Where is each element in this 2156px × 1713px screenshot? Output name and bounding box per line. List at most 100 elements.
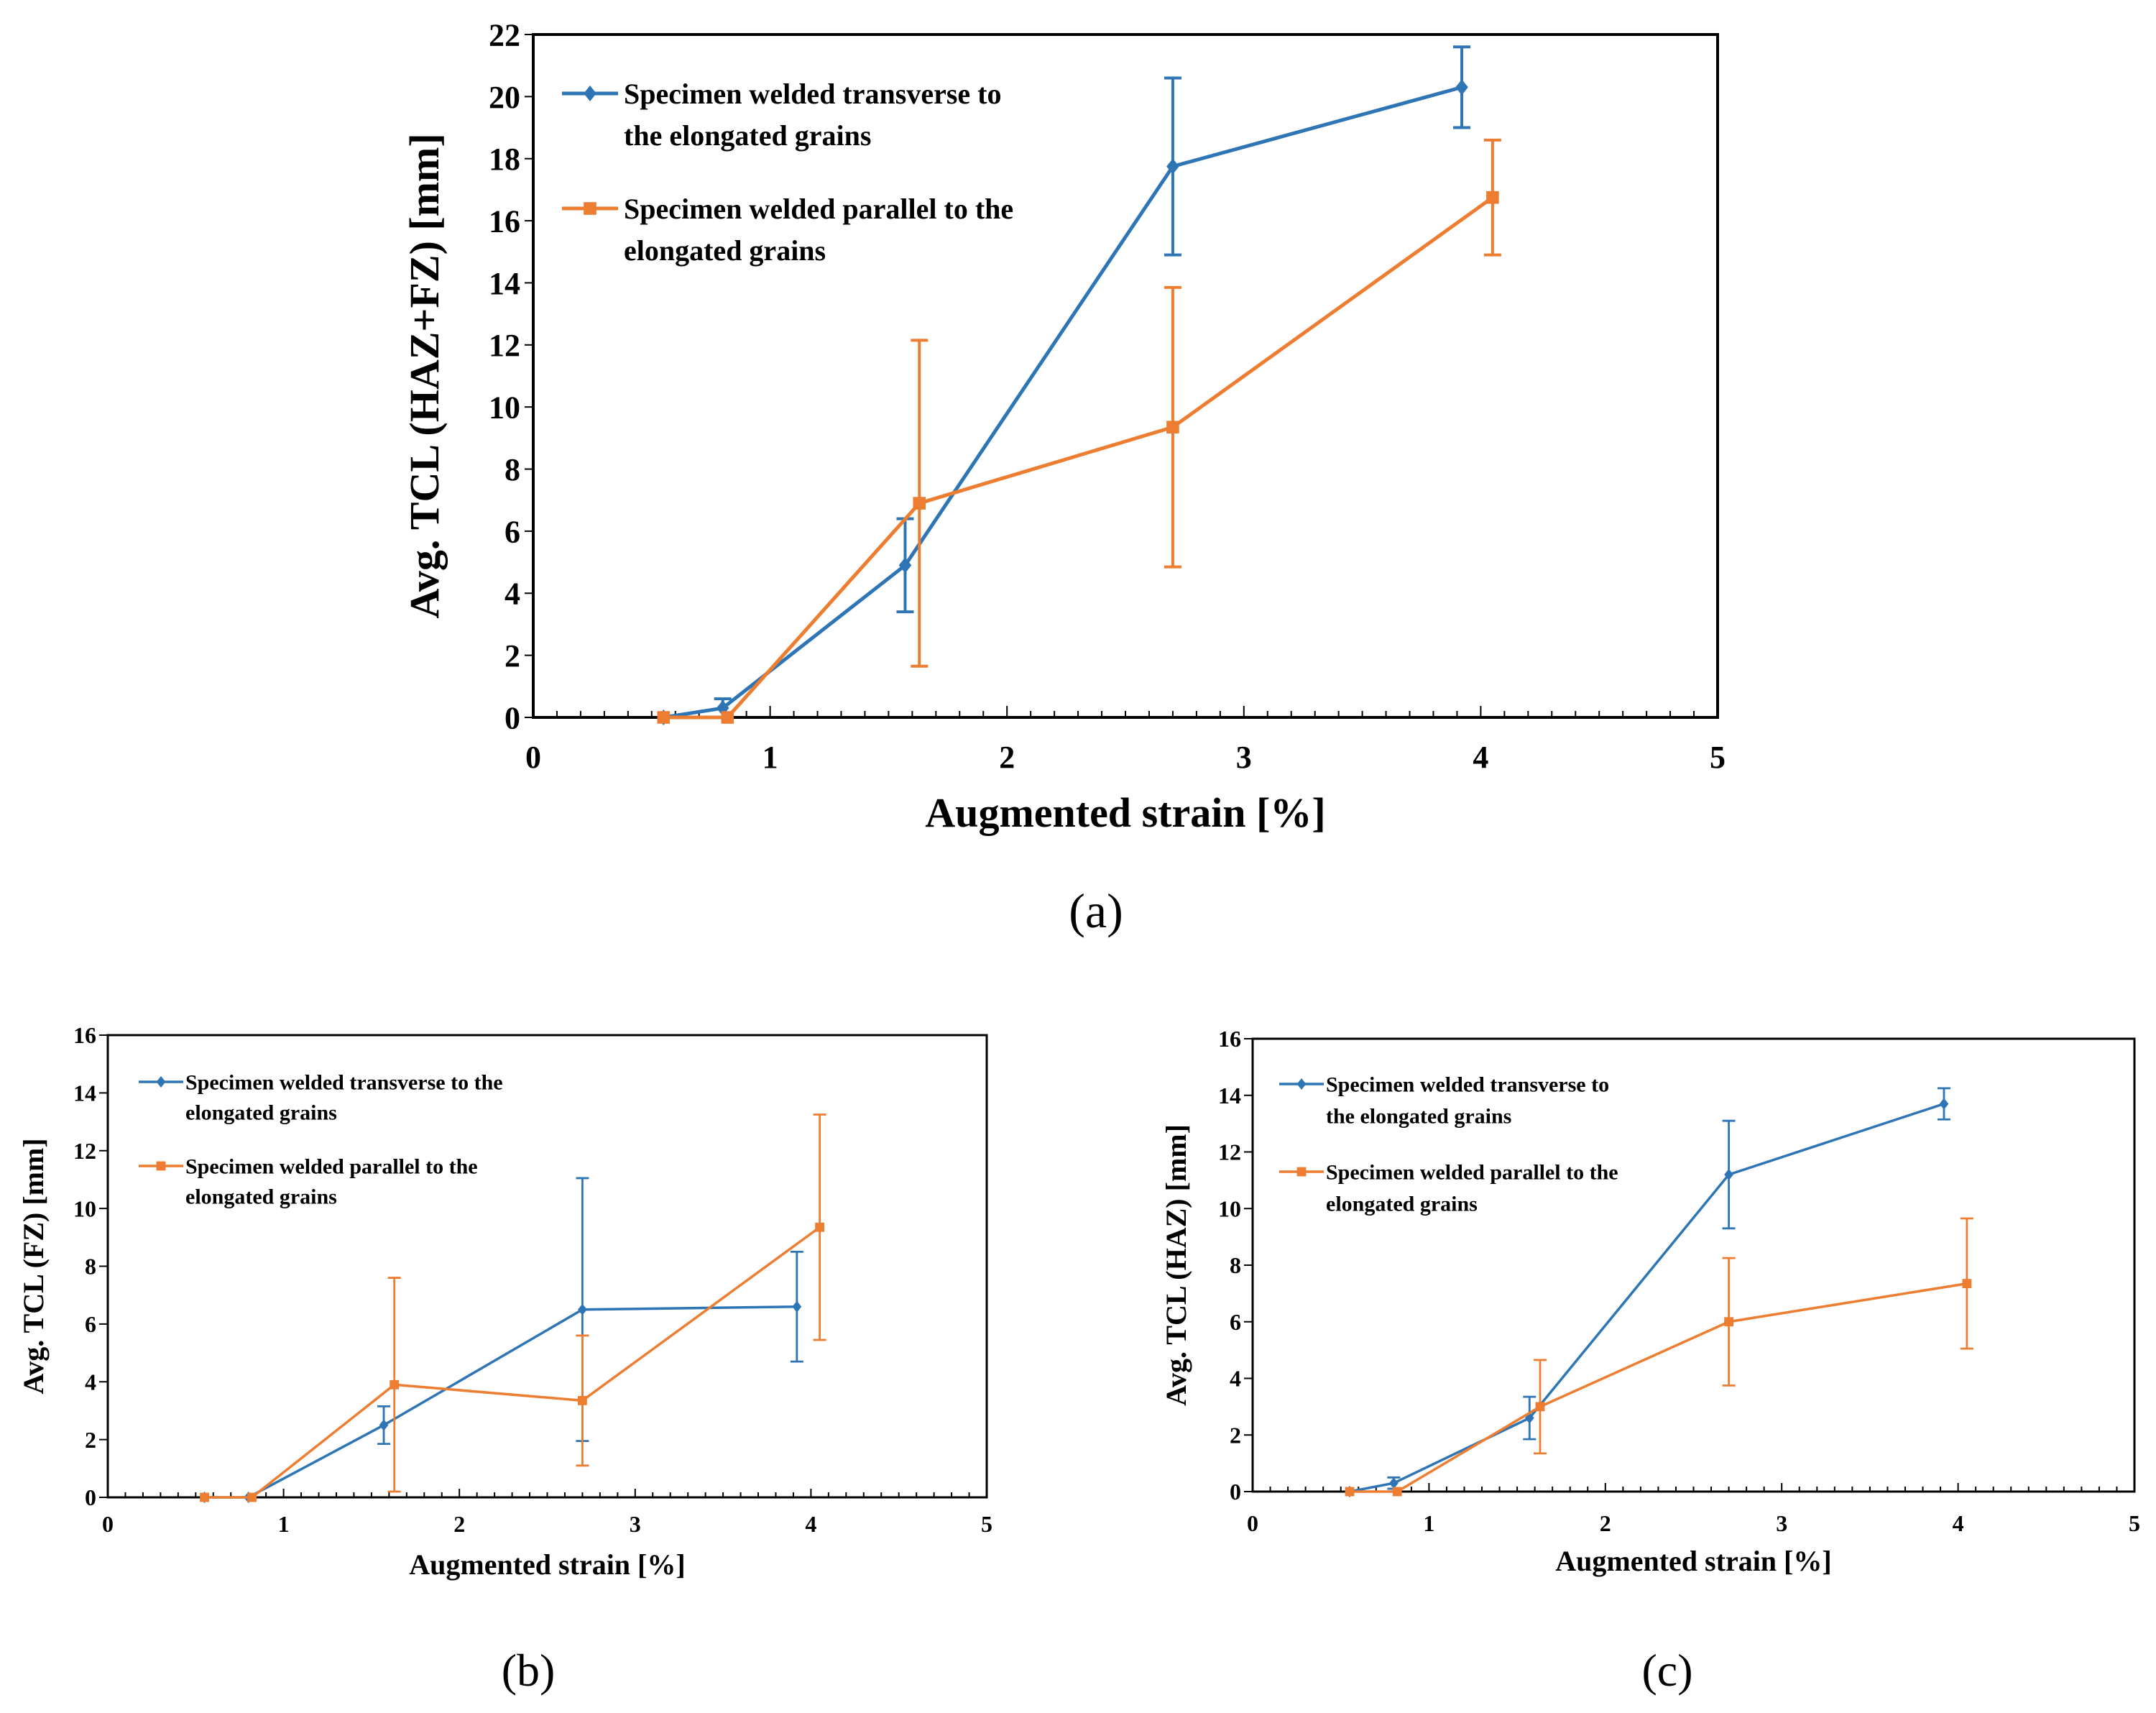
data-point	[913, 497, 926, 510]
y-tick-label: 6	[505, 514, 520, 549]
legend-label: Specimen welded transverse to	[1326, 1073, 1609, 1097]
y-tick-label: 12	[73, 1138, 96, 1164]
y-tick-label: 2	[85, 1427, 96, 1453]
legend-label: elongated grains	[185, 1101, 337, 1125]
legend-label: Specimen welded parallel to the	[1326, 1161, 1618, 1185]
legend-marker	[584, 202, 596, 215]
legend-label: Specimen welded transverse to	[624, 78, 1001, 110]
series-transverse	[200, 1177, 803, 1503]
x-tick-label: 1	[278, 1511, 290, 1537]
legend-label: Specimen welded parallel to the	[185, 1155, 478, 1179]
legend-label: elongated grains	[185, 1185, 337, 1209]
data-point	[1939, 1098, 1949, 1110]
panel-label: (b)	[502, 1645, 556, 1696]
y-axis-title: Avg. TCL (HAZ) [mm]	[1160, 1124, 1192, 1406]
data-point	[1535, 1402, 1545, 1412]
data-point	[200, 1492, 209, 1502]
y-tick-label: 0	[1230, 1479, 1241, 1505]
y-tick-label: 2	[1230, 1422, 1241, 1448]
x-tick-label: 4	[1473, 740, 1488, 775]
y-tick-label: 10	[73, 1195, 96, 1221]
legend-label: elongated grains	[1326, 1193, 1478, 1216]
legend-marker	[156, 1161, 166, 1171]
data-point	[1388, 1477, 1399, 1489]
x-tick-label: 2	[453, 1511, 465, 1537]
legend-entry-transverse: Specimen welded transverse to the elongat…	[139, 1071, 503, 1125]
y-tick-label: 14	[1218, 1083, 1241, 1108]
legend-entry-parallel: Specimen welded parallel to the elongated…	[562, 193, 1013, 267]
y-tick-label: 0	[505, 700, 520, 735]
y-tick-label: 20	[489, 80, 520, 115]
data-point	[657, 711, 671, 724]
data-point	[898, 557, 912, 574]
x-tick-label: 4	[1953, 1510, 1964, 1536]
x-tick-label: 5	[2129, 1510, 2140, 1536]
series-parallel	[200, 1113, 826, 1502]
x-axis-title: Augmented strain [%]	[1555, 1545, 1831, 1577]
legend-entry-transverse: Specimen welded transverse to the elongat…	[562, 78, 1001, 152]
x-tick-label: 1	[1423, 1510, 1434, 1536]
series-transverse	[1345, 1087, 1950, 1497]
legend-label: Specimen welded parallel to the	[624, 193, 1013, 225]
x-tick-label: 0	[1247, 1510, 1258, 1536]
legend-entry-transverse: Specimen welded transverse to the elongat…	[1279, 1073, 1609, 1129]
y-tick-label: 16	[73, 1022, 96, 1048]
data-point	[1166, 421, 1179, 434]
x-axis-title: Augmented strain [%]	[409, 1548, 685, 1581]
legend-label: the elongated grains	[624, 119, 871, 152]
data-point	[578, 1303, 587, 1315]
x-tick-label: 2	[1600, 1510, 1611, 1536]
data-point	[1524, 1412, 1534, 1424]
x-tick-label: 4	[805, 1511, 816, 1537]
x-tick-label: 3	[1236, 740, 1252, 775]
y-axis-title: Avg. TCL (FZ) [mm]	[17, 1138, 50, 1394]
x-tick-label: 5	[981, 1511, 992, 1537]
data-point	[1486, 190, 1499, 204]
data-point	[578, 1395, 587, 1405]
series-parallel	[657, 138, 1501, 724]
legend-label: Specimen welded transverse to the	[185, 1071, 503, 1095]
legend-marker	[1296, 1167, 1307, 1177]
legend-entry-parallel: Specimen welded parallel to the elongated…	[1279, 1161, 1618, 1216]
x-tick-label: 5	[1710, 740, 1726, 775]
y-tick-label: 16	[489, 203, 520, 239]
y-tick-label: 8	[505, 452, 520, 487]
y-tick-label: 10	[489, 390, 520, 426]
data-point	[1724, 1169, 1733, 1180]
series-line	[204, 1305, 797, 1499]
data-point	[1455, 79, 1468, 96]
y-tick-label: 6	[1230, 1309, 1241, 1335]
y-tick-label: 2	[505, 638, 520, 674]
y-tick-label: 18	[489, 142, 520, 177]
series-transverse	[657, 45, 1471, 725]
y-tick-label: 22	[489, 17, 520, 52]
y-tick-label: 4	[85, 1369, 96, 1395]
x-tick-label: 0	[525, 740, 541, 775]
legend-marker	[584, 86, 596, 101]
data-point	[1392, 1487, 1402, 1497]
y-tick-label: 10	[1218, 1195, 1241, 1221]
data-point	[721, 711, 734, 724]
data-point	[379, 1419, 389, 1431]
x-tick-label: 1	[763, 740, 778, 775]
series-line	[663, 85, 1462, 720]
legend-label: elongated grains	[624, 234, 826, 267]
data-point	[792, 1300, 802, 1313]
x-tick-label: 2	[999, 740, 1015, 775]
data-point	[1166, 158, 1179, 175]
y-tick-label: 12	[1218, 1139, 1241, 1165]
legend-entry-parallel: Specimen welded parallel to the elongated…	[139, 1155, 478, 1209]
data-point	[1724, 1317, 1733, 1327]
data-point	[1345, 1487, 1355, 1497]
y-tick-label: 14	[73, 1080, 96, 1106]
panel-label: (a)	[1069, 883, 1123, 938]
y-tick-label: 0	[85, 1484, 96, 1510]
y-tick-label: 4	[505, 577, 520, 612]
series-parallel	[1345, 1217, 1973, 1497]
y-tick-label: 16	[1218, 1026, 1241, 1052]
legend-marker	[1296, 1078, 1307, 1090]
y-axis-title: Avg. TCL (HAZ+FZ) [mm]	[401, 133, 448, 618]
